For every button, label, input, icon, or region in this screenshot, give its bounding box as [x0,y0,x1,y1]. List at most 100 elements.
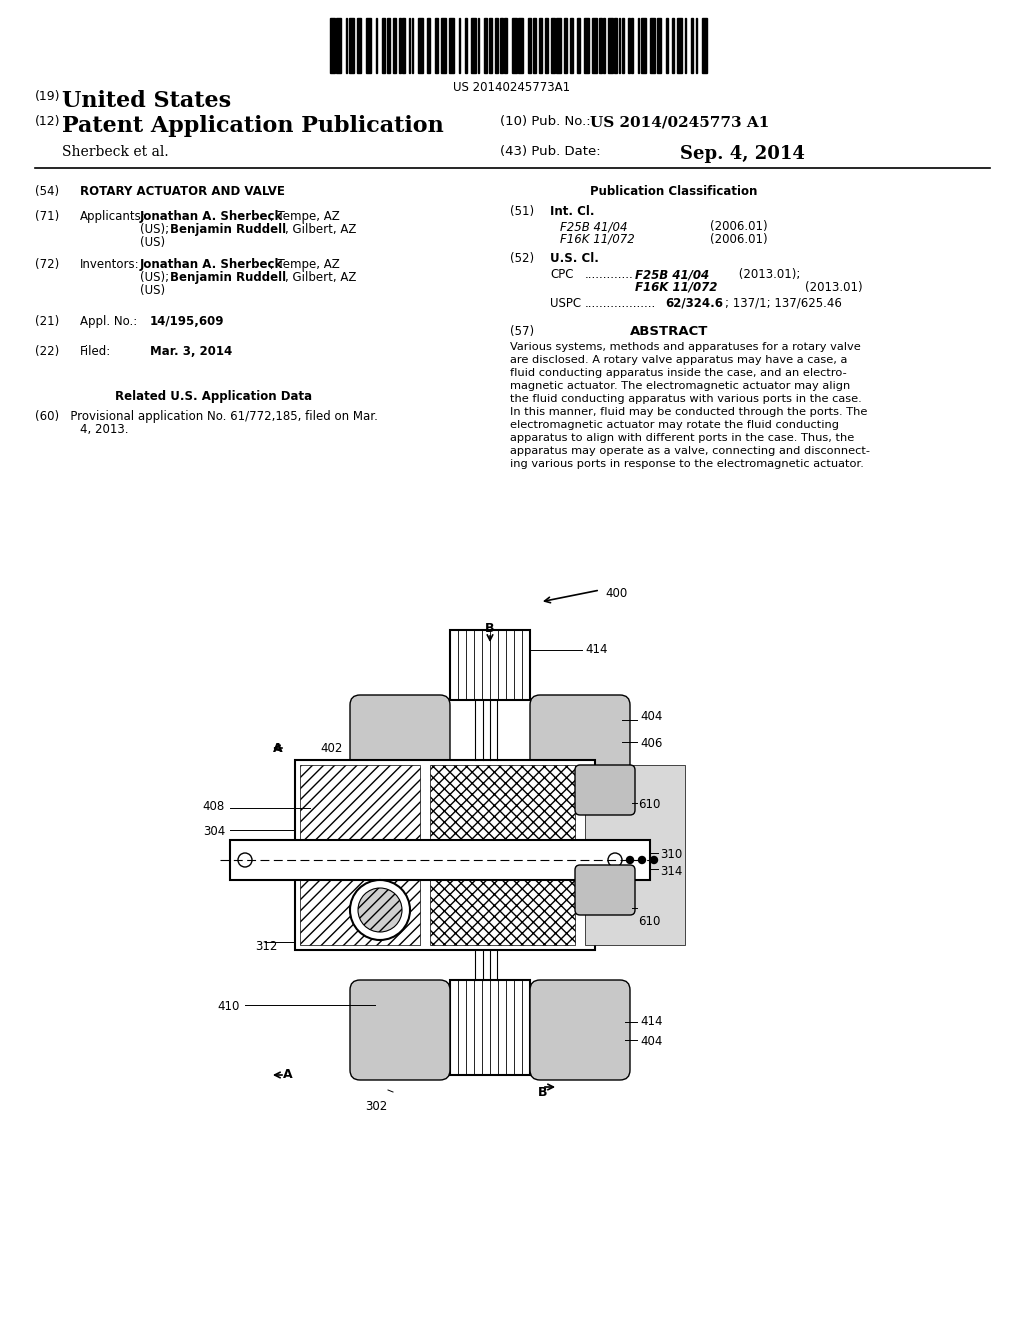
Bar [504,18,508,73]
FancyBboxPatch shape [350,979,450,1080]
Text: (US);: (US); [140,223,169,236]
Bar [382,18,385,73]
Bar [592,18,597,73]
Text: 406: 406 [640,737,663,750]
Text: (60)   Provisional application No. 61/772,185, filed on Mar.: (60) Provisional application No. 61/772,… [35,411,378,422]
Text: , Tempe, AZ: , Tempe, AZ [270,257,340,271]
Text: Appl. No.:: Appl. No.: [80,315,137,327]
Text: (2013.01);: (2013.01); [735,268,801,281]
FancyBboxPatch shape [575,766,635,814]
Bar [330,18,335,73]
Text: .............: ............. [585,268,634,281]
Bar [673,18,674,73]
Text: apparatus to align with different ports in the case. Thus, the: apparatus to align with different ports … [510,433,854,444]
Bar [450,979,530,1074]
Text: U.S. Cl.: U.S. Cl. [550,252,599,265]
Text: 62/324.6: 62/324.6 [665,297,723,310]
Bar [386,18,390,73]
Text: ...................: ................... [585,297,656,310]
Circle shape [238,853,252,867]
Text: 404: 404 [640,1035,663,1048]
Text: Sep. 4, 2014: Sep. 4, 2014 [680,145,805,162]
Text: A: A [284,1068,293,1081]
Text: CPC: CPC [550,268,573,281]
Text: (10) Pub. No.:: (10) Pub. No.: [500,115,591,128]
Bar [585,18,589,73]
Bar [632,18,633,73]
Bar [500,18,503,73]
Circle shape [639,857,645,863]
Bar [518,18,523,73]
Text: Mar. 3, 2014: Mar. 3, 2014 [150,345,232,358]
Bar [608,18,612,73]
Bar [696,18,697,73]
Bar [349,18,353,73]
Bar [638,18,639,73]
Bar [685,18,686,73]
Text: Inventors:: Inventors: [80,257,139,271]
Text: Benjamin Ruddell: Benjamin Ruddell [170,271,286,284]
Bar [367,18,371,73]
Text: (72): (72) [35,257,59,271]
Text: Applicants:: Applicants: [80,210,145,223]
Text: In this manner, fluid may be conducted through the ports. The: In this manner, fluid may be conducted t… [510,407,867,417]
Bar [629,18,630,73]
Text: 304: 304 [203,825,225,838]
Circle shape [358,888,402,932]
Text: (52): (52) [510,252,535,265]
Bar [230,840,650,880]
Text: Filed:: Filed: [80,345,112,358]
Text: US 20140245773A1: US 20140245773A1 [454,81,570,94]
Bar [527,18,531,73]
Bar [551,18,555,73]
Bar [430,766,575,945]
Text: USPC: USPC [550,297,582,310]
Bar [614,18,617,73]
Text: 410: 410 [218,1001,240,1012]
FancyBboxPatch shape [530,696,630,795]
Text: 400: 400 [605,587,628,601]
Text: Benjamin Ruddell: Benjamin Ruddell [170,223,286,236]
Text: (US);: (US); [140,271,169,284]
Bar [512,18,517,73]
Text: Int. Cl.: Int. Cl. [550,205,595,218]
Bar [618,18,621,73]
Text: 314: 314 [660,865,682,878]
Bar [471,18,476,73]
Text: (US): (US) [140,284,165,297]
FancyBboxPatch shape [575,865,635,915]
Text: US 2014/0245773 A1: US 2014/0245773 A1 [590,115,769,129]
Bar [495,18,498,73]
Text: (12): (12) [35,115,60,128]
Text: F16K 11/072: F16K 11/072 [560,234,635,246]
Bar [532,18,536,73]
FancyBboxPatch shape [350,696,450,795]
Text: (19): (19) [35,90,60,103]
Bar [484,18,487,73]
Bar [598,18,602,73]
Text: United States: United States [62,90,231,112]
Bar [570,18,573,73]
Bar [459,18,461,73]
Bar [376,18,377,73]
Bar [336,18,341,73]
Bar [435,18,438,73]
Text: (51): (51) [510,205,535,218]
Text: Jonathan A. Sherbeck: Jonathan A. Sherbeck [140,257,284,271]
Text: 414: 414 [640,1015,663,1028]
Bar [603,18,605,73]
Bar [465,18,467,73]
Bar [656,18,662,73]
Bar [441,18,446,73]
Text: 310: 310 [660,847,682,861]
Text: 414: 414 [585,643,607,656]
Text: ing various ports in response to the electromagnetic actuator.: ing various ports in response to the ele… [510,459,864,469]
Text: (71): (71) [35,210,59,223]
Bar [412,18,414,73]
Bar [402,18,406,73]
Text: (22): (22) [35,345,59,358]
Bar [691,18,692,73]
Circle shape [650,857,657,863]
Text: , Gilbert, AZ: , Gilbert, AZ [285,223,356,236]
Bar [346,18,347,73]
